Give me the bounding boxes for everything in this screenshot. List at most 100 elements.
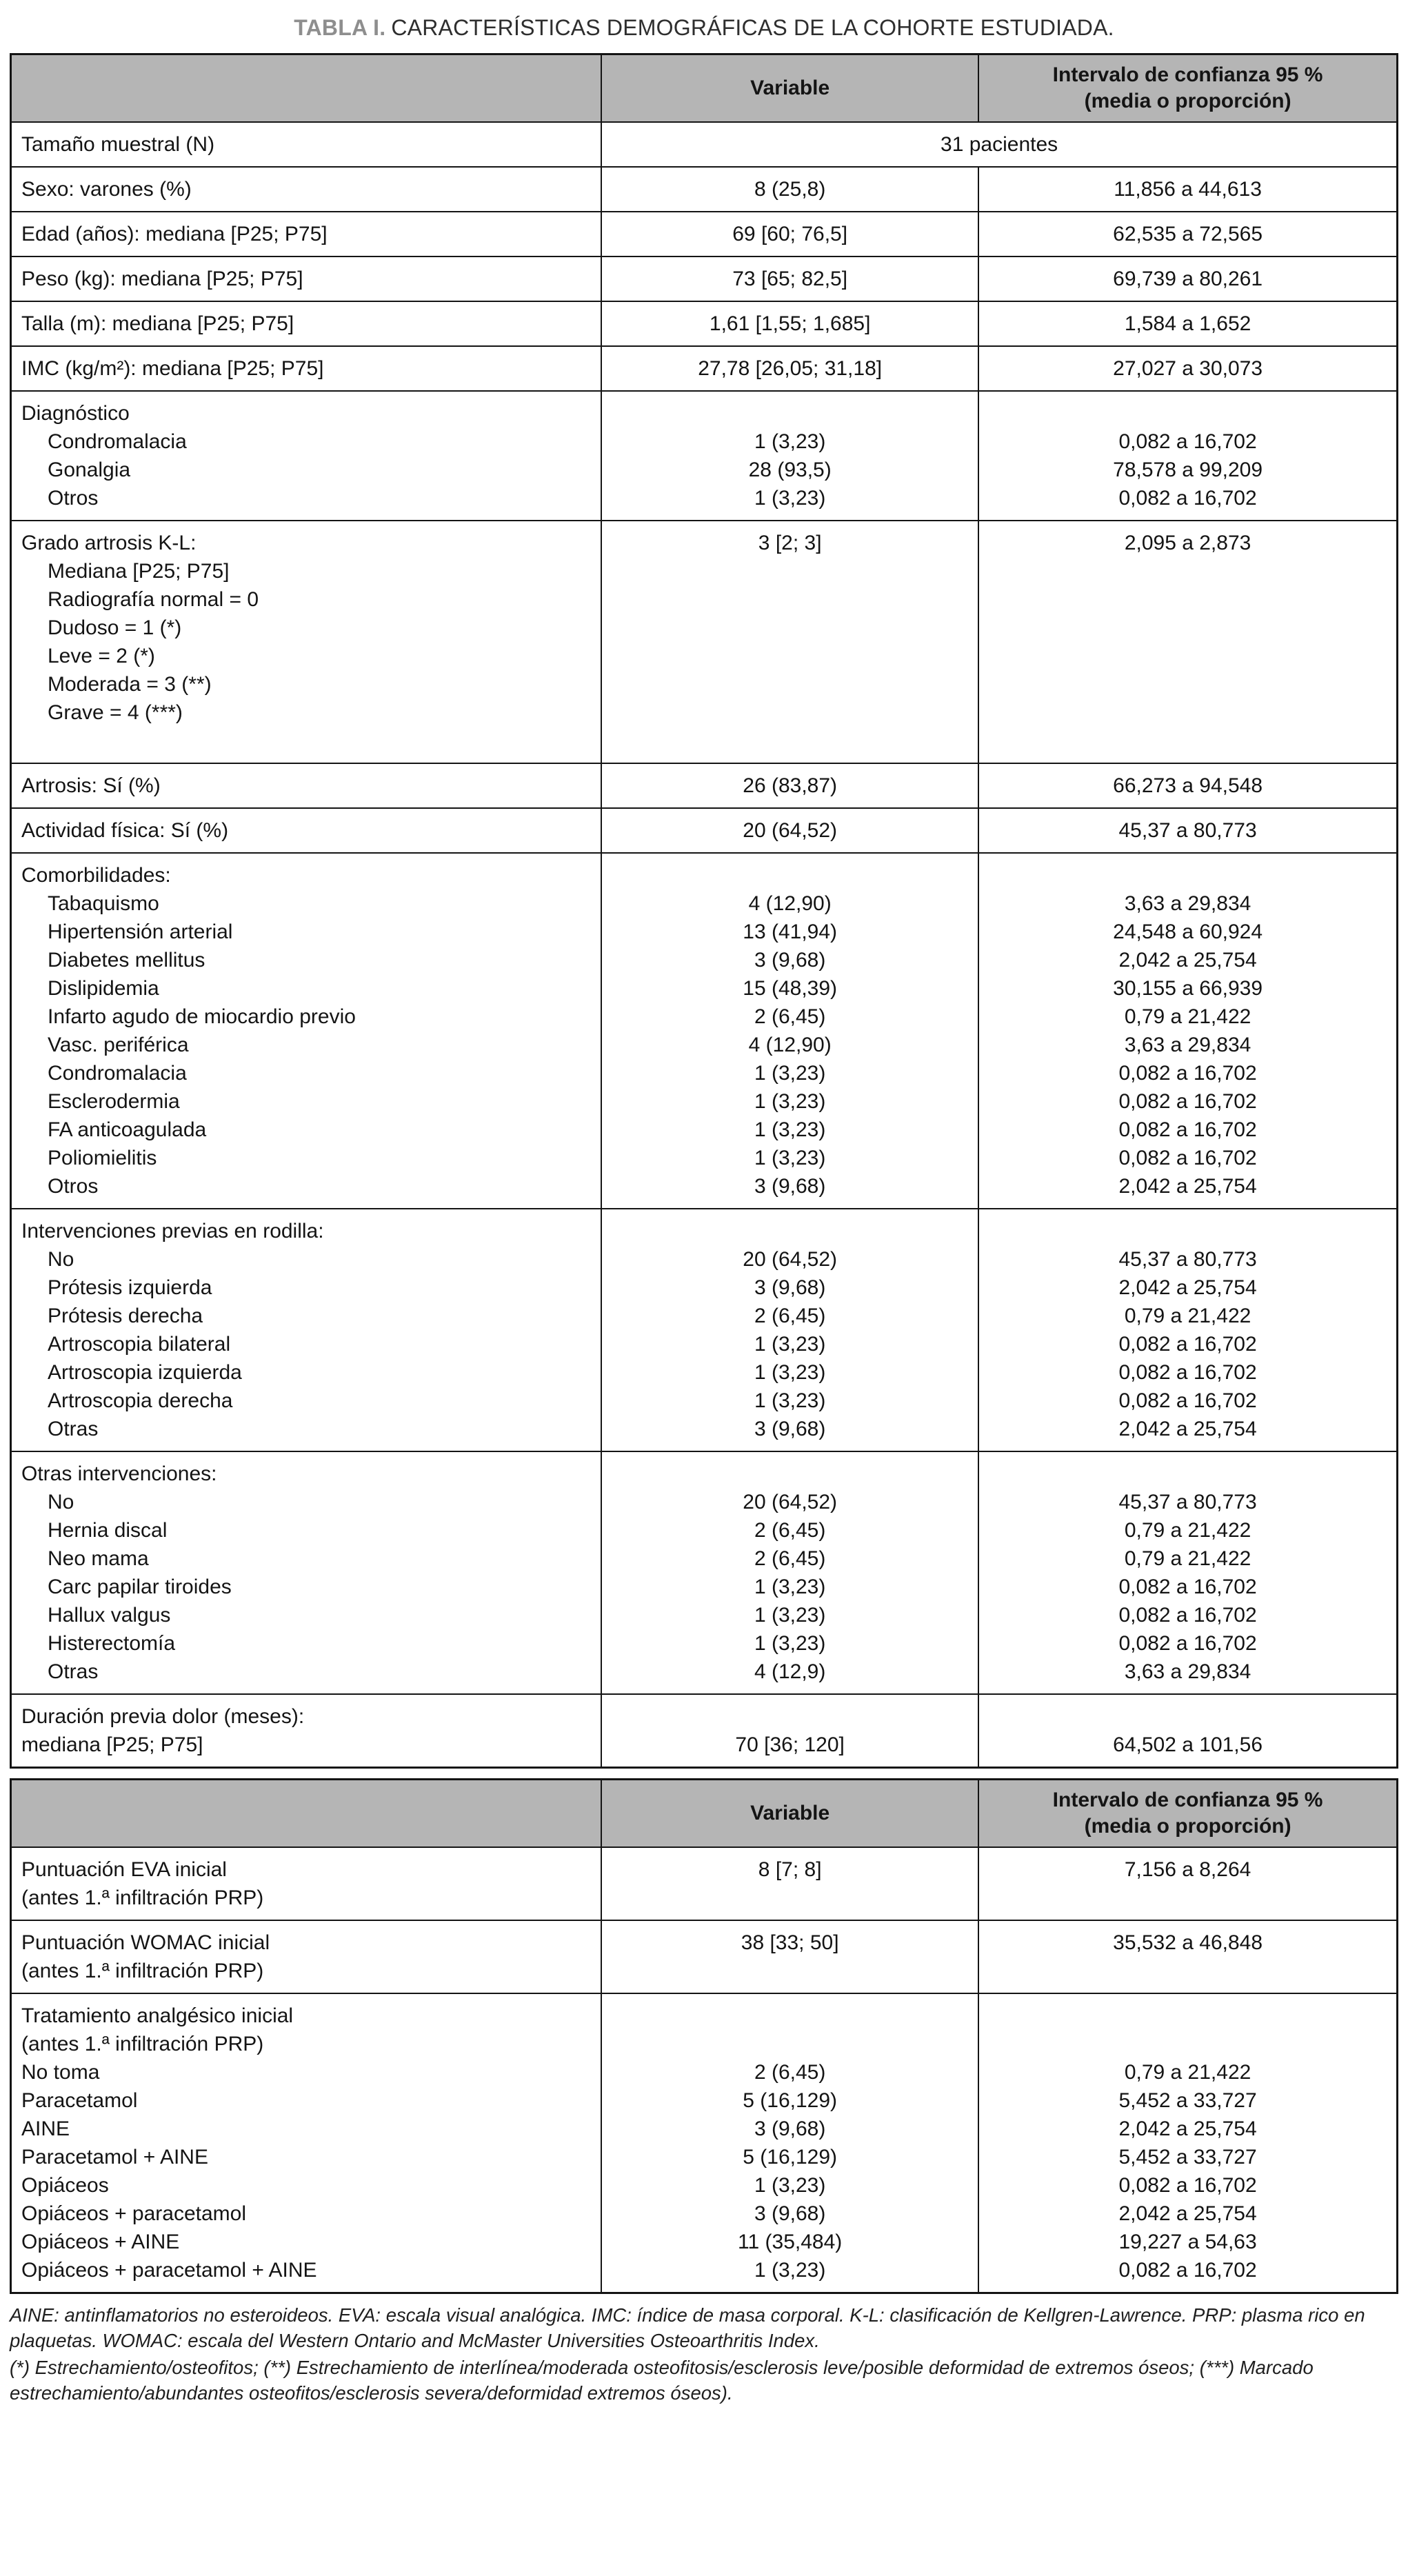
table-row: Artrosis: Sí (%) 26 (83,87) 66,273 a 94,54…: [10, 763, 1398, 809]
table-row: Actividad física: Sí (%) 20 (64,52) 45,37 …: [10, 807, 1398, 854]
footnotes: AINE: antinflamatorios no esteroideos. E…: [10, 2302, 1398, 2406]
header-row: Variable Intervalo de confianza 95 % (me…: [10, 1778, 1398, 1848]
row-ci: 0,082 a 16,702: [1118, 1118, 1257, 1141]
row-label: Paracetamol: [21, 2089, 138, 2112]
row-ci: 3,63 a 29,834: [1124, 1660, 1251, 1683]
row-value-cell: 2 (6,45) 5 (16,129) 3 (9,68) 5 (16,129) 1 (3…: [601, 1993, 980, 2294]
row-ci: [989, 557, 1387, 585]
row-label: Otros: [48, 487, 99, 510]
row-label: Prótesis izquierda: [48, 1276, 212, 1299]
row-value: [612, 670, 968, 698]
row-label: Condromalacia: [48, 1062, 187, 1085]
row-ci: 11,856 a 44,613: [1114, 178, 1262, 201]
row-value: 20 (64,52): [743, 1248, 838, 1271]
row-ci: 2,042 a 25,754: [1118, 2202, 1257, 2225]
row-span-value: 31 pacientes: [601, 121, 1398, 168]
row-label-cell: Actividad física: Sí (%): [10, 807, 603, 854]
row-label-cell: Tamaño muestral (N): [10, 121, 603, 168]
table-row: Puntuación WOMAC inicial (antes 1.ª infil…: [10, 1920, 1398, 1994]
row-ci: 19,227 a 54,63: [1118, 2231, 1257, 2253]
row-value: 3 (9,68): [754, 1175, 826, 1198]
row-label: Puntuación EVA inicial: [21, 1858, 227, 1881]
table-row: Diagnóstico Condromalacia Gonalgia Otros 1 …: [10, 390, 1398, 521]
row-ci: 0,082 a 16,702: [1118, 1389, 1257, 1412]
row-ci-cell: 45,37 a 80,773 0,79 a 21,422 0,79 a 21,422…: [978, 1451, 1398, 1695]
row-value: 1 (3,23): [754, 1147, 826, 1169]
row-ci: [989, 642, 1387, 670]
row-value: 69 [60; 76,5]: [732, 223, 848, 245]
row-ci: 45,37 a 80,773: [1118, 1491, 1257, 1513]
row-label: Hipertensión arterial: [48, 920, 233, 943]
row-value: 1 (3,23): [754, 1118, 826, 1141]
row-ci: 78,578 a 99,209: [1113, 459, 1263, 481]
row-ci: [989, 2030, 1387, 2058]
table-title-text: CARACTERÍSTICAS DEMOGRÁFICAS DE LA COHOR…: [391, 15, 1114, 40]
row-label: Opiáceos + paracetamol: [21, 2202, 247, 2225]
row-label: Dudoso = 1 (*): [48, 616, 182, 639]
row-label: Mediana [P25; P75]: [48, 560, 230, 583]
row-ci: 0,082 a 16,702: [1118, 2174, 1257, 2197]
row-label: Gonalgia: [48, 459, 131, 481]
row-value: 70 [36; 120]: [735, 1733, 845, 1756]
row-label: Diagnóstico: [21, 402, 130, 425]
row-value: 8 (25,8): [754, 178, 826, 201]
row-ci-cell: 64,502 a 101,56: [978, 1693, 1398, 1769]
row-value: 20 (64,52): [743, 819, 838, 842]
row-ci: 0,082 a 16,702: [1118, 1090, 1257, 1113]
header-ci-line1: Intervalo de confianza 95 %: [1052, 63, 1323, 86]
row-label-cell: Duración previa dolor (meses): mediana [P…: [10, 1693, 603, 1769]
row-value: [612, 1702, 968, 1731]
row-ci-cell: 66,273 a 94,548: [978, 763, 1398, 809]
row-label: Puntuación WOMAC inicial: [21, 1931, 270, 1954]
row-label: Carc papilar tiroides: [48, 1576, 232, 1598]
row-value: [612, 399, 968, 427]
row-value-cell: 73 [65; 82,5]: [601, 256, 980, 302]
row-value: [612, 585, 968, 614]
table-row: Comorbilidades: Tabaquismo Hipertensión ar…: [10, 852, 1398, 1209]
row-label-cell: Grado artrosis K-L: Mediana [P25; P75] Rad…: [10, 520, 603, 764]
row-value: 27,78 [26,05; 31,18]: [698, 357, 883, 380]
row-ci: 0,082 a 16,702: [1118, 1062, 1257, 1085]
header-ci-label: Intervalo de confianza 95 % (media o pro…: [978, 53, 1398, 123]
row-label: Otras intervenciones:: [21, 1462, 217, 1485]
row-label: Moderada = 3 (**): [48, 673, 212, 696]
row-value: [612, 557, 968, 585]
header-ci-line2: (media o proporción): [1084, 1815, 1291, 1838]
row-label-cell: Intervenciones previas en rodilla: No Prót…: [10, 1208, 603, 1452]
row-value: 15 (48,39): [743, 977, 838, 1000]
row-ci: 2,042 a 25,754: [1118, 949, 1257, 972]
row-value: 5 (16,129): [743, 2146, 838, 2169]
row-label: Artroscopia derecha: [48, 1389, 233, 1412]
row-value: 2 (6,45): [754, 1547, 826, 1570]
header-row: Variable Intervalo de confianza 95 % (me…: [10, 53, 1398, 123]
row-ci: 35,532 a 46,848: [978, 1920, 1398, 1994]
row-value: 2 (6,45): [754, 1519, 826, 1542]
table-row: Talla (m): mediana [P25; P75] 1,61 [1,55;…: [10, 301, 1398, 347]
row-ci: [989, 1217, 1387, 1245]
row-value: 2 (6,45): [754, 1005, 826, 1028]
row-label: Intervenciones previas en rodilla:: [21, 1220, 324, 1242]
row-ci: 3,63 a 29,834: [1124, 892, 1251, 915]
row-ci: 0,79 a 21,422: [1124, 2061, 1251, 2084]
header-blank-cell: [10, 1778, 603, 1848]
row-value: [612, 1217, 968, 1245]
row-value-cell: 20 (64,52) 3 (9,68) 2 (6,45) 1 (3,23) 1 (3,2…: [601, 1208, 980, 1452]
row-label-cell: Puntuación WOMAC inicial (antes 1.ª infil…: [10, 1920, 603, 1994]
row-value: 38 [33; 50]: [601, 1920, 980, 1994]
table-row: Edad (años): mediana [P25; P75] 69 [60; 7…: [10, 211, 1398, 257]
row-label: Hallux valgus: [48, 1604, 171, 1627]
row-value: 20 (64,52): [743, 1491, 838, 1513]
table-row: Duración previa dolor (meses): mediana [P…: [10, 1693, 1398, 1769]
row-label: Otras: [48, 1660, 99, 1683]
table-title-number: TABLA I.: [294, 15, 386, 40]
row-label: Comorbilidades:: [21, 864, 171, 887]
row-label: (antes 1.ª infiltración PRP): [21, 1886, 264, 1909]
row-value: 1,61 [1,55; 1,685]: [709, 312, 871, 335]
row-ci: 2,042 a 25,754: [1118, 1418, 1257, 1440]
row-value-cell: 1,61 [1,55; 1,685]: [601, 301, 980, 347]
row-label: Duración previa dolor (meses):: [21, 1705, 305, 1728]
table-row: Tamaño muestral (N) 31 pacientes: [10, 121, 1398, 168]
row-value: 1 (3,23): [754, 1361, 826, 1384]
row-ci-cell: 11,856 a 44,613: [978, 166, 1398, 212]
row-value: 73 [65; 82,5]: [732, 268, 848, 290]
